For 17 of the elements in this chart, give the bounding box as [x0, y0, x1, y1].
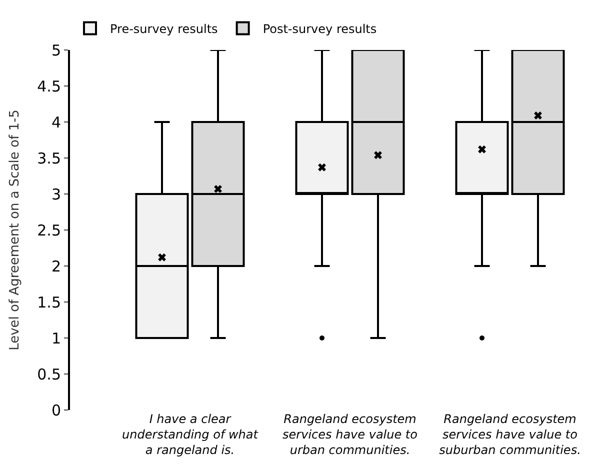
y-tick-label: 2: [51, 257, 61, 276]
x-tick-label: Rangeland ecosystem services have value to suburban communities.: [439, 412, 581, 458]
y-tick-label: 0: [51, 401, 61, 420]
y-tick-label: 1: [51, 329, 61, 348]
y-tick-label: 1.5: [37, 293, 61, 312]
y-tick-label: 3.5: [37, 149, 61, 168]
x-tick-label: Rangeland ecosystem services have value to urban communities.: [282, 412, 418, 458]
y-tick-label: 0.5: [37, 365, 61, 384]
x-tick-label: I have a clear understanding of what a rangeland is.: [122, 412, 260, 458]
y-tick-label: 4.5: [37, 77, 61, 96]
y-tick-label: 3: [51, 185, 61, 204]
legend-label: Post-survey results: [262, 22, 377, 36]
y-axis-title: Level of Agreement on a Scale of 1-5: [8, 110, 23, 350]
y-tick-label: 5: [51, 41, 61, 60]
y-tick-label: 4: [51, 113, 61, 132]
y-tick-label: 2.5: [37, 221, 61, 240]
legend-label: Pre-survey results: [110, 22, 218, 36]
